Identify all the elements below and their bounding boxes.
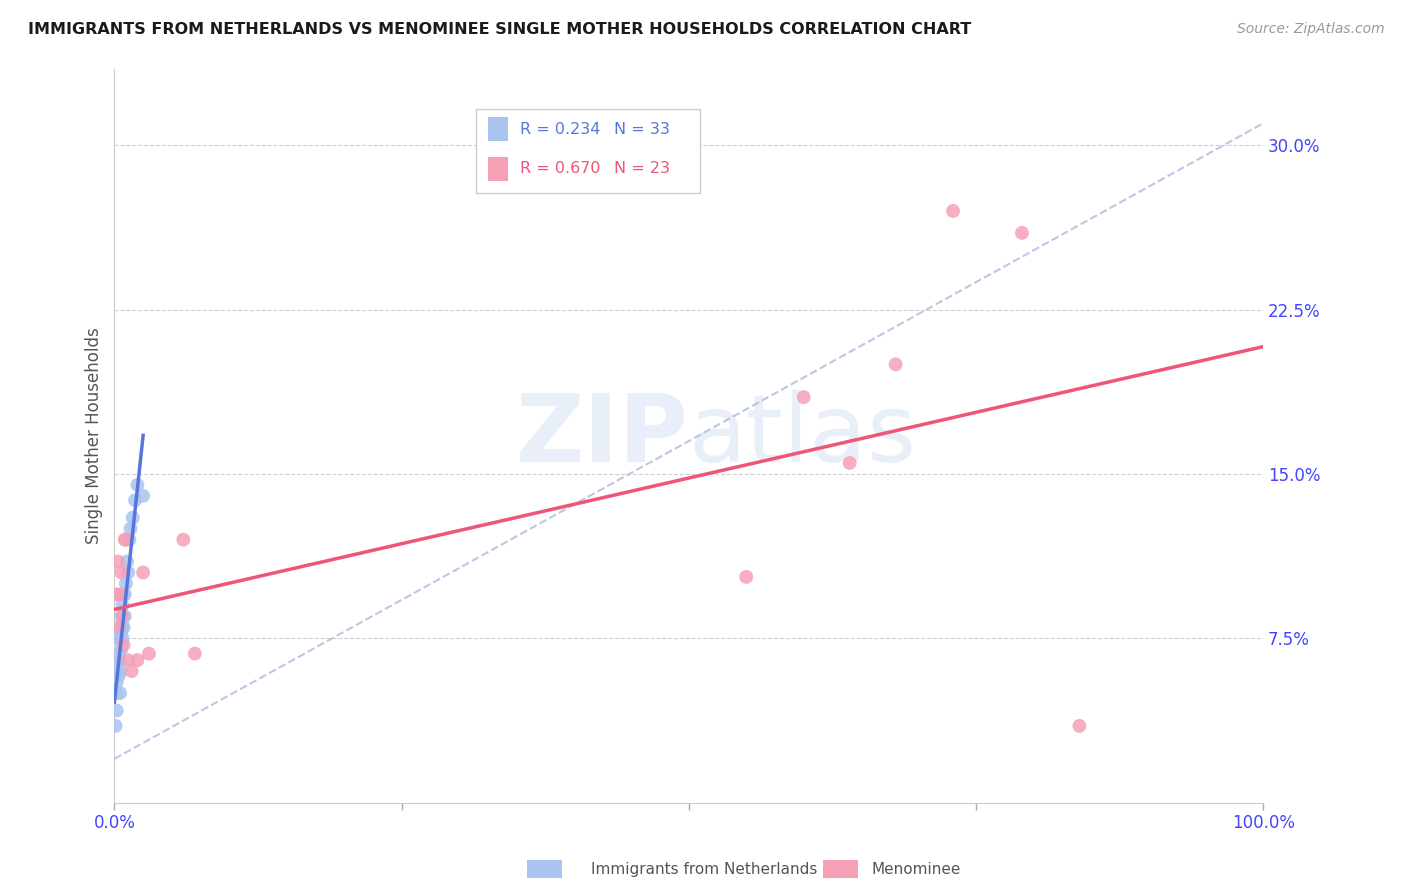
Point	[1011, 226, 1033, 240]
Point	[111, 599, 134, 613]
Point	[132, 489, 155, 503]
Text: Source: ZipAtlas.com: Source: ZipAtlas.com	[1237, 22, 1385, 37]
Point	[108, 620, 131, 634]
Point	[127, 653, 149, 667]
Point	[117, 566, 139, 580]
Point	[942, 203, 965, 218]
Point	[105, 587, 128, 601]
Point	[110, 609, 132, 624]
Point	[121, 510, 143, 524]
Point	[104, 719, 127, 733]
Text: R = 0.234: R = 0.234	[520, 121, 600, 136]
Point	[884, 357, 907, 371]
Point	[108, 587, 131, 601]
Point	[110, 642, 132, 657]
Point	[117, 653, 139, 667]
Point	[107, 632, 129, 646]
Text: Immigrants from Netherlands: Immigrants from Netherlands	[591, 863, 817, 877]
Text: Menominee: Menominee	[872, 863, 962, 877]
Text: ZIP: ZIP	[516, 390, 689, 482]
Point	[105, 675, 128, 690]
Point	[108, 632, 131, 646]
Point	[115, 576, 138, 591]
Point	[110, 566, 132, 580]
Point	[107, 664, 129, 678]
Point	[108, 664, 131, 678]
Text: atlas: atlas	[689, 390, 917, 482]
Point	[111, 609, 134, 624]
Point	[793, 390, 815, 404]
Point	[115, 533, 138, 547]
Point	[114, 533, 136, 547]
Text: IMMIGRANTS FROM NETHERLANDS VS MENOMINEE SINGLE MOTHER HOUSEHOLDS CORRELATION CH: IMMIGRANTS FROM NETHERLANDS VS MENOMINEE…	[28, 22, 972, 37]
FancyBboxPatch shape	[477, 109, 700, 194]
Point	[108, 647, 131, 661]
FancyBboxPatch shape	[488, 118, 509, 141]
Point	[735, 570, 758, 584]
Text: N = 23: N = 23	[614, 161, 671, 177]
Point	[138, 647, 160, 661]
Point	[108, 632, 131, 646]
Text: N = 33: N = 33	[614, 121, 671, 136]
Point	[184, 647, 207, 661]
Point	[121, 664, 143, 678]
Point	[172, 533, 194, 547]
Point	[105, 686, 128, 700]
Point	[108, 653, 131, 667]
Point	[114, 587, 136, 601]
Point	[108, 686, 131, 700]
Point	[127, 478, 149, 492]
Point	[838, 456, 860, 470]
Point	[118, 533, 141, 547]
Point	[132, 566, 155, 580]
Point	[114, 609, 136, 624]
Point	[110, 624, 132, 639]
Point	[111, 632, 134, 646]
Point	[1069, 719, 1091, 733]
FancyBboxPatch shape	[488, 157, 509, 181]
Point	[112, 638, 135, 652]
Point	[112, 587, 135, 601]
Point	[107, 653, 129, 667]
Text: R = 0.670: R = 0.670	[520, 161, 600, 177]
Point	[120, 522, 142, 536]
Point	[111, 620, 134, 634]
Point	[108, 668, 131, 682]
Point	[107, 555, 129, 569]
Point	[115, 555, 138, 569]
Y-axis label: Single Mother Households: Single Mother Households	[86, 327, 103, 544]
Point	[105, 704, 128, 718]
Point	[124, 493, 146, 508]
Point	[112, 620, 135, 634]
